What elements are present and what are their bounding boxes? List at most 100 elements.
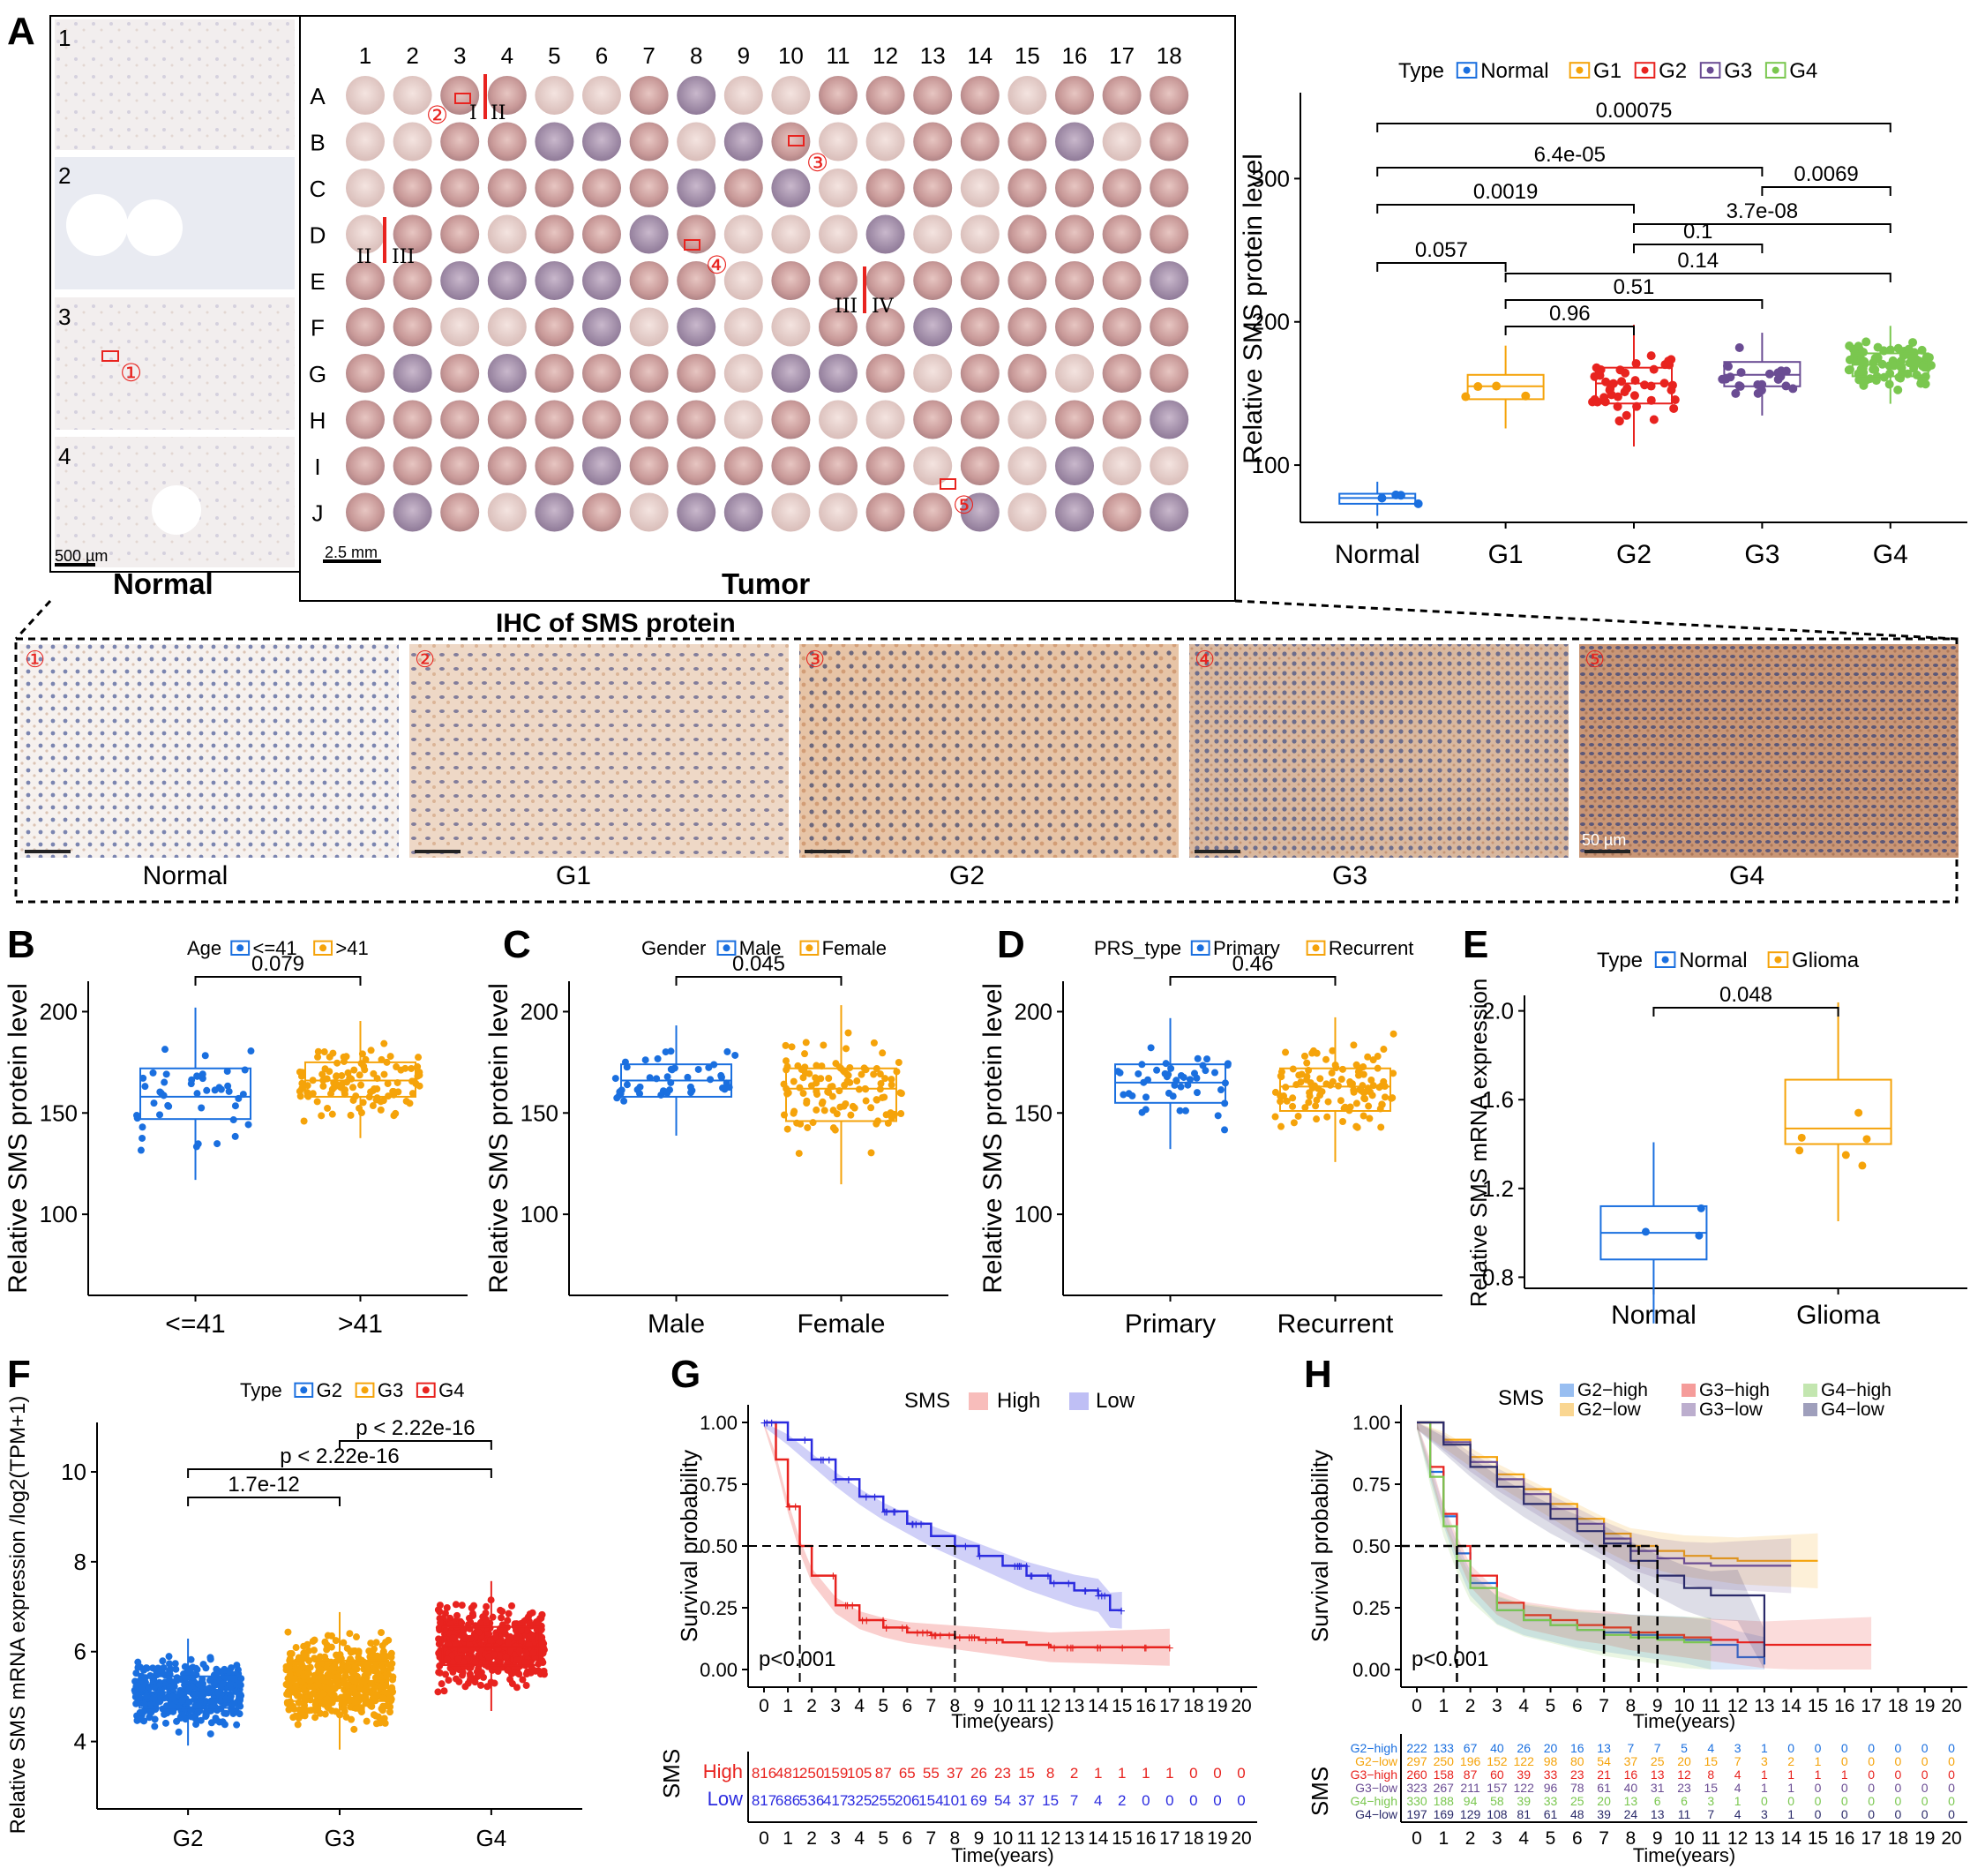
significance-bracket (187, 1497, 341, 1506)
x-tick-label: 9 (1652, 1696, 1663, 1716)
x-tick-label: 1 (1438, 1696, 1449, 1716)
data-point (1641, 1227, 1650, 1236)
data-point (1289, 1102, 1297, 1110)
p-value-label: 0.045 (732, 952, 785, 976)
legend-key (1560, 1384, 1574, 1397)
tma-core (1055, 214, 1094, 254)
risk-value: 20 (1677, 1754, 1691, 1768)
risk-value: 222 (1406, 1741, 1427, 1755)
p-value-label: p < 2.22e-16 (280, 1445, 399, 1468)
risk-value: 1 (1118, 1765, 1126, 1782)
data-point (380, 1715, 388, 1722)
data-point (876, 1070, 884, 1078)
data-point (372, 1720, 380, 1728)
data-point (1795, 1146, 1804, 1155)
risk-value: 54 (1597, 1754, 1611, 1768)
tma-col-label: 7 (642, 42, 655, 69)
risk-value: 26 (1517, 1741, 1531, 1755)
legend-label: G4−low (1821, 1399, 1885, 1420)
significance-bracket (1504, 273, 1891, 282)
censor-mark: + (912, 1518, 920, 1533)
data-point (1854, 1108, 1863, 1117)
data-point (165, 1660, 173, 1668)
data-point (352, 1633, 360, 1641)
data-point (146, 1713, 154, 1721)
risk-x-tick-label: 9 (974, 1828, 985, 1849)
data-point (326, 1068, 333, 1076)
data-point (325, 1686, 333, 1694)
data-point (790, 1109, 798, 1117)
significance-bracket (1633, 244, 1764, 253)
panel-label-a: A (7, 10, 35, 53)
data-point (825, 1075, 833, 1083)
data-point (1599, 393, 1609, 402)
data-point (330, 1084, 338, 1092)
p-value-label: 0.057 (1415, 238, 1468, 262)
y-tick-label: 150 (40, 1099, 78, 1126)
data-point (332, 1707, 340, 1715)
significance-bracket (1504, 326, 1635, 335)
box (1784, 1078, 1892, 1145)
censor-mark: + (882, 1621, 890, 1636)
tma-core (913, 169, 953, 207)
data-point (195, 1681, 203, 1689)
tma-core (819, 400, 858, 439)
risk-value: 1 (1734, 1794, 1742, 1808)
tma-col-label: 12 (873, 42, 898, 69)
tma-core (677, 214, 716, 254)
risk-x-tick-label: 5 (878, 1828, 888, 1849)
legend-key-dot (1196, 944, 1204, 952)
data-point (539, 1644, 547, 1652)
data-point (203, 1086, 211, 1094)
data-point (379, 1651, 387, 1659)
data-point (867, 1104, 875, 1112)
data-point (731, 1051, 739, 1059)
tma-core (1150, 169, 1189, 207)
data-point (802, 1039, 810, 1047)
censor-mark: + (1050, 1641, 1058, 1656)
data-point (1916, 379, 1926, 388)
risk-x-tick-label: 11 (1701, 1828, 1720, 1849)
data-point (668, 1066, 676, 1074)
risk-value: 87 (875, 1765, 892, 1782)
data-point (1380, 1046, 1388, 1054)
censor-mark: + (1027, 1570, 1035, 1585)
risk-value: 2 (1118, 1792, 1126, 1809)
x-tick-label: Glioma (1796, 1301, 1880, 1330)
tumor-title: Tumor (722, 567, 810, 600)
slide-hole (66, 194, 128, 256)
risk-value: 158 (1434, 1767, 1455, 1782)
data-point (490, 1651, 498, 1659)
data-point (1797, 1133, 1806, 1142)
data-point (512, 1633, 520, 1641)
x-tick-label: Recurrent (1277, 1309, 1394, 1339)
tma-core (582, 122, 621, 161)
data-point (611, 1075, 619, 1083)
risk-value: 15 (1704, 1754, 1719, 1768)
tma-core (1055, 307, 1094, 347)
risk-value: 16 (1624, 1767, 1638, 1782)
data-point (519, 1676, 527, 1684)
data-point (1277, 1122, 1285, 1130)
risk-value: 33 (1544, 1767, 1558, 1782)
data-point (282, 1681, 290, 1689)
data-point (461, 1632, 468, 1640)
risk-x-tick-label: 7 (926, 1828, 937, 1849)
data-point (415, 1054, 423, 1062)
data-point (452, 1601, 460, 1609)
risk-value: 297 (1406, 1754, 1427, 1768)
tumor-scale-label: 2.5 mm (325, 544, 378, 561)
data-point (367, 1640, 375, 1647)
censor-mark: + (992, 1633, 1000, 1648)
tma-col-label: 18 (1157, 42, 1182, 69)
legend-label: G4−high (1821, 1380, 1891, 1400)
data-point (487, 1637, 495, 1645)
legend-title: Gender (641, 937, 706, 959)
data-point (1308, 1084, 1316, 1092)
tma-core (913, 214, 953, 254)
risk-value: 37 (1624, 1754, 1638, 1768)
x-tick-label: 12 (1727, 1696, 1748, 1716)
tma-core (960, 214, 1000, 254)
data-point (1142, 1093, 1150, 1101)
